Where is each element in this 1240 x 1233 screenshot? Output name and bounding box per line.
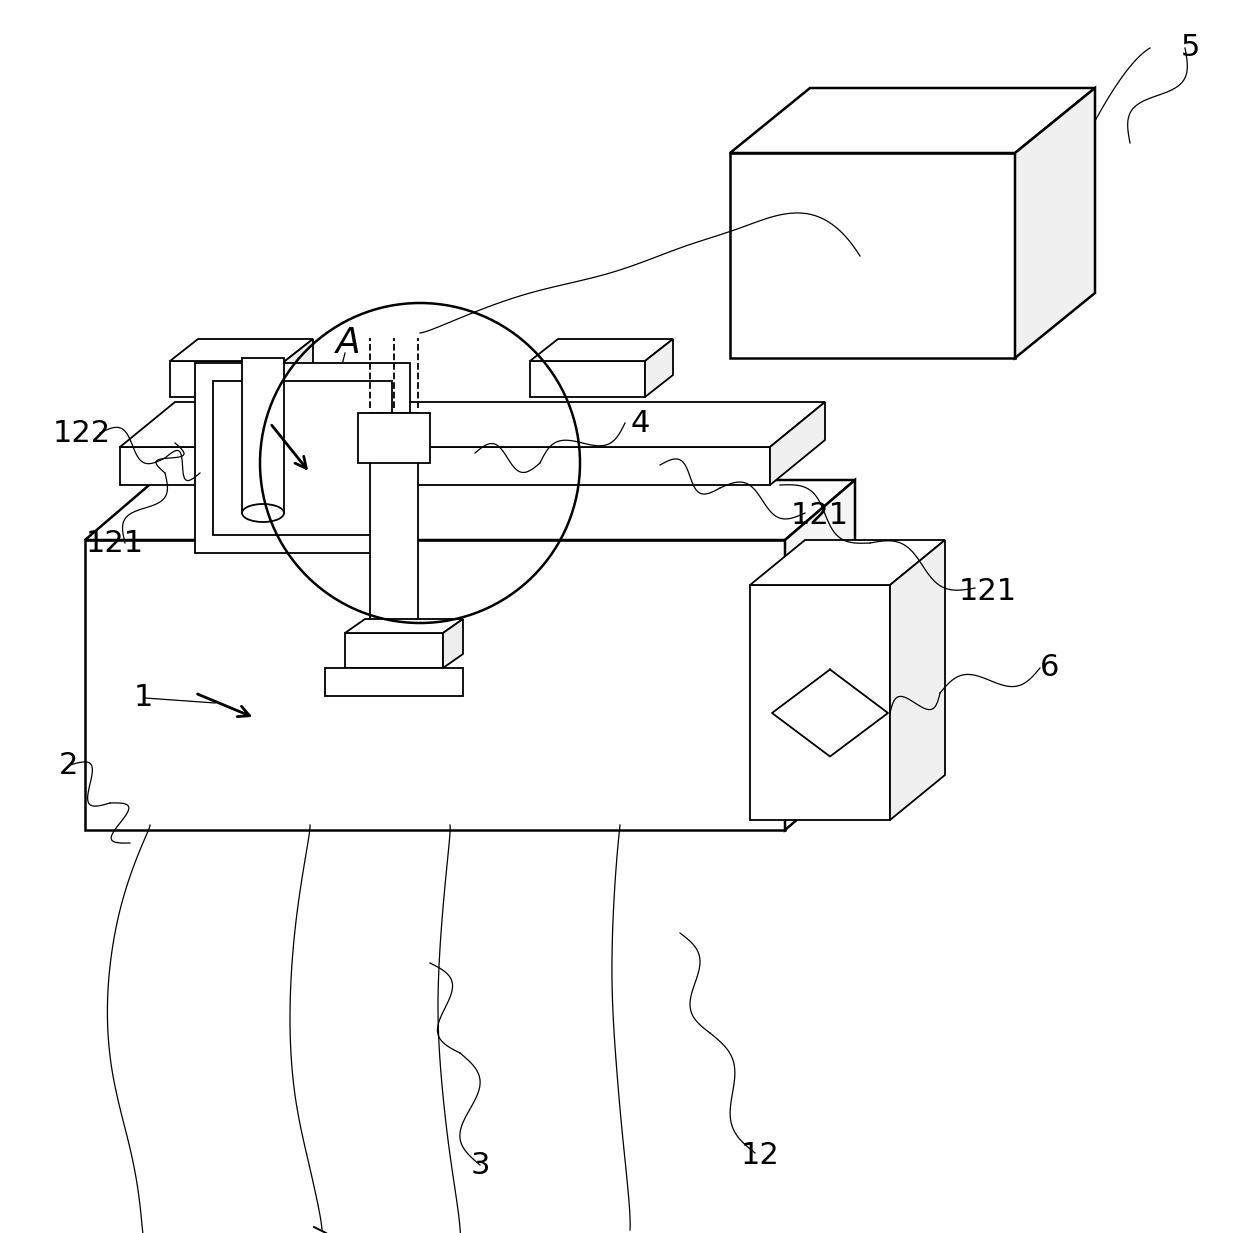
Bar <box>370 413 418 623</box>
Polygon shape <box>645 339 673 397</box>
Polygon shape <box>443 619 463 668</box>
Polygon shape <box>345 619 463 633</box>
Bar <box>345 633 443 668</box>
Text: A: A <box>336 326 361 360</box>
Polygon shape <box>770 402 825 485</box>
Text: 4: 4 <box>630 408 650 438</box>
Bar <box>242 358 284 513</box>
Text: 3: 3 <box>470 1150 490 1180</box>
Bar <box>170 361 285 397</box>
Polygon shape <box>170 339 312 361</box>
Polygon shape <box>890 540 945 820</box>
Text: 121: 121 <box>86 529 144 557</box>
Bar <box>195 363 410 552</box>
Polygon shape <box>285 339 312 397</box>
Polygon shape <box>120 402 825 448</box>
Bar <box>529 361 645 397</box>
Bar <box>86 540 785 830</box>
Ellipse shape <box>242 504 284 522</box>
Polygon shape <box>750 540 945 584</box>
Text: 122: 122 <box>53 418 112 448</box>
Polygon shape <box>1016 88 1095 358</box>
Text: 6: 6 <box>1040 653 1060 683</box>
Bar <box>325 668 463 695</box>
Text: 121: 121 <box>959 577 1017 605</box>
Text: 5: 5 <box>1180 33 1199 63</box>
Bar <box>750 584 890 820</box>
Text: 2: 2 <box>58 751 78 779</box>
Polygon shape <box>730 88 1095 153</box>
Polygon shape <box>785 480 856 830</box>
Bar <box>213 381 392 535</box>
Bar <box>358 413 430 464</box>
Bar <box>730 153 1016 358</box>
Text: 1: 1 <box>134 683 153 713</box>
Polygon shape <box>86 480 856 540</box>
Polygon shape <box>529 339 673 361</box>
Text: 12: 12 <box>740 1141 780 1169</box>
Text: 121: 121 <box>791 501 849 529</box>
Bar <box>120 448 770 485</box>
